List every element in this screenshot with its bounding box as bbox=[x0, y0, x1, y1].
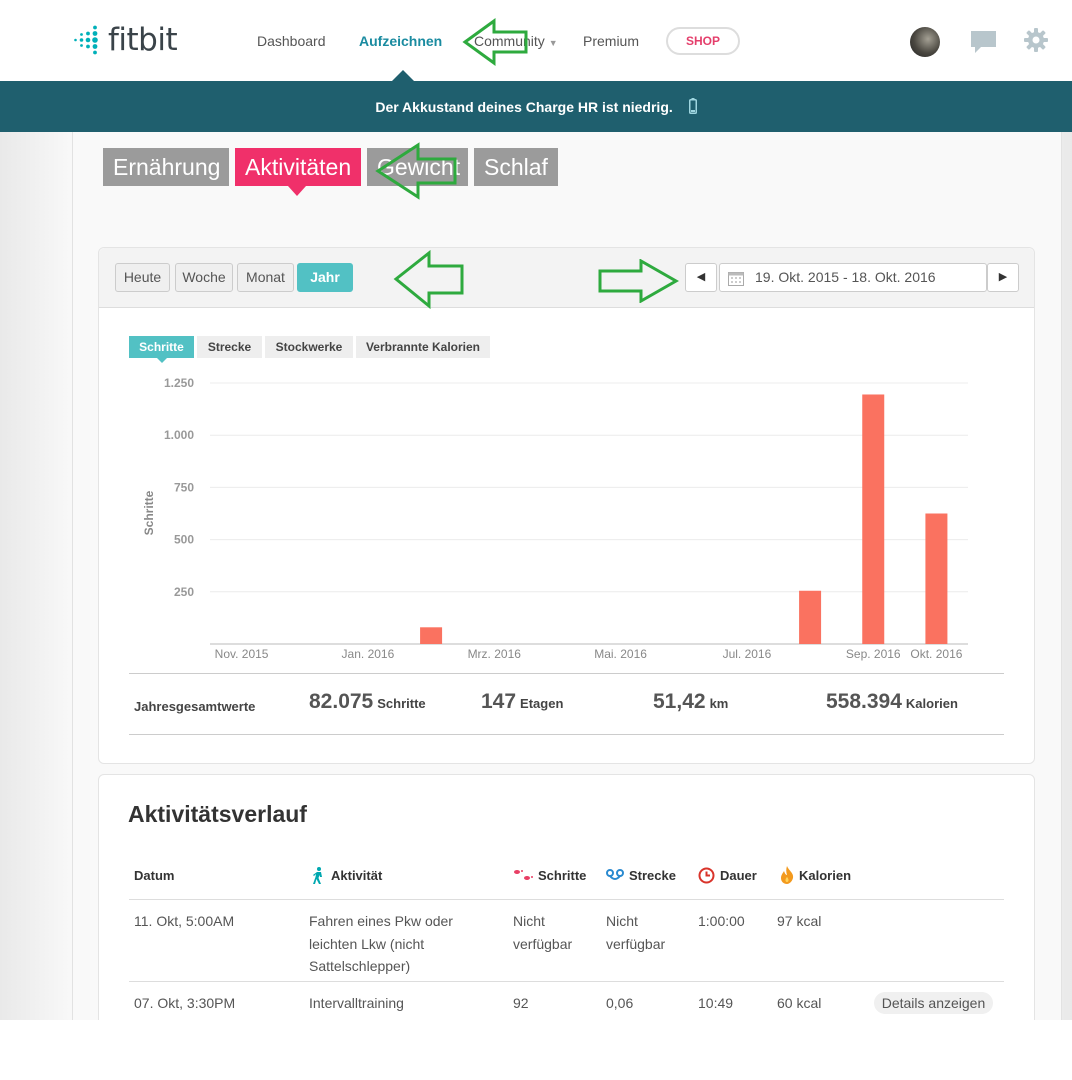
total-calories-unit: Kalorien bbox=[905, 696, 958, 711]
row-2-activity[interactable]: Intervalltraining bbox=[309, 995, 404, 1011]
messages-icon[interactable] bbox=[970, 30, 997, 54]
footprints-icon bbox=[514, 870, 533, 881]
row-2-calories: 60 kcal bbox=[777, 995, 822, 1011]
row-1-calories: 97 kcal bbox=[777, 913, 822, 929]
chart-card-header: Heute Woche Monat Jahr ◀ 19. Okt. 2015 -… bbox=[99, 248, 1034, 308]
nav-aufzeichnen[interactable]: Aufzeichnen bbox=[359, 33, 443, 49]
nav-dashboard[interactable]: Dashboard bbox=[257, 33, 326, 49]
range-monat-button[interactable]: Monat bbox=[237, 263, 294, 292]
total-distance-value: 51,42 bbox=[653, 690, 706, 713]
metric-schritte-tab[interactable]: Schritte bbox=[129, 336, 194, 358]
fitbit-logo[interactable]: fitbit bbox=[72, 22, 178, 58]
banner-text: Der Akkustand deines Charge HR ist niedr… bbox=[375, 99, 673, 115]
row-1-distance: Nicht verfügbar bbox=[606, 913, 666, 952]
column-datum-label: Datum bbox=[134, 868, 175, 883]
tab-schlaf[interactable]: Schlaf bbox=[474, 148, 558, 186]
column-schritte[interactable]: Schritte bbox=[513, 868, 586, 883]
totals-label: Jahresgesamtwerte bbox=[134, 699, 256, 714]
date-range-text: 19. Okt. 2015 - 18. Okt. 2016 bbox=[755, 269, 936, 285]
next-period-button[interactable]: ▶ bbox=[987, 263, 1019, 292]
total-steps-unit: Schritte bbox=[377, 696, 426, 711]
chevron-right-icon: ▶ bbox=[998, 271, 1008, 283]
metric-strecke-tab[interactable]: Strecke bbox=[197, 336, 262, 358]
annotation-arrow-left-icon bbox=[393, 250, 464, 310]
top-navigation: fitbit Dashboard Aufzeichnen Community ▼ … bbox=[0, 0, 1072, 82]
gear-icon[interactable] bbox=[1024, 28, 1048, 52]
total-steps: 82.075 Schritte bbox=[309, 690, 426, 714]
total-distance-unit: km bbox=[709, 696, 729, 711]
nav-premium[interactable]: Premium bbox=[583, 33, 640, 49]
row-1-duration: 1:00:00 bbox=[698, 913, 745, 929]
range-heute-button[interactable]: Heute bbox=[115, 263, 170, 292]
column-dauer-label: Dauer bbox=[720, 868, 757, 883]
date-range-picker[interactable]: 19. Okt. 2015 - 18. Okt. 2016 bbox=[719, 263, 987, 292]
total-floors: 147 Etagen bbox=[481, 690, 563, 714]
row-2-duration: 10:49 bbox=[698, 995, 734, 1011]
chevron-left-icon: ◀ bbox=[696, 271, 706, 283]
table-divider bbox=[129, 899, 1004, 900]
column-strecke[interactable]: Strecke bbox=[606, 868, 676, 883]
metric-stockwerke-tab[interactable]: Stockwerke bbox=[265, 336, 353, 358]
range-jahr-button[interactable]: Jahr bbox=[297, 263, 353, 292]
column-aktivitaet-label: Aktivität bbox=[331, 868, 383, 883]
metric-kalorien-tab[interactable]: Verbrannte Kalorien bbox=[356, 336, 490, 358]
row-2-distance: 0,06 bbox=[606, 995, 634, 1011]
calendar-icon bbox=[728, 272, 744, 286]
tab-aktivitaeten[interactable]: Aktivitäten bbox=[235, 148, 361, 186]
row-2-date: 07. Okt, 3:30PM bbox=[134, 995, 236, 1011]
chevron-down-icon: ▼ bbox=[548, 38, 558, 48]
clock-icon bbox=[698, 867, 715, 884]
flame-icon bbox=[781, 866, 794, 885]
history-title: Aktivitätsverlauf bbox=[128, 801, 307, 827]
annotation-arrow-left-icon bbox=[462, 18, 528, 66]
column-kalorien[interactable]: Kalorien bbox=[780, 866, 852, 885]
column-kalorien-label: Kalorien bbox=[799, 868, 852, 883]
metric-active-pointer bbox=[157, 358, 167, 363]
activity-chart-card: Heute Woche Monat Jahr ◀ 19. Okt. 2015 -… bbox=[98, 247, 1035, 764]
fitbit-wordmark: fitbit bbox=[108, 22, 178, 58]
total-calories: 558.394 Kalorien bbox=[826, 690, 958, 714]
column-schritte-label: Schritte bbox=[538, 868, 587, 883]
walking-person-icon bbox=[313, 866, 322, 884]
route-icon bbox=[606, 868, 624, 880]
nav-active-pointer bbox=[392, 70, 414, 81]
column-dauer[interactable]: Dauer bbox=[698, 867, 757, 884]
yearly-totals: Jahresgesamtwerte 82.075 Schritte 147 Etag… bbox=[129, 673, 1004, 735]
fitbit-dots-icon bbox=[74, 25, 98, 55]
tab-active-pointer bbox=[288, 186, 306, 196]
shop-button[interactable]: SHOP bbox=[666, 27, 740, 55]
column-aktivitaet[interactable]: Aktivität bbox=[311, 866, 383, 884]
tab-ernaehrung[interactable]: Ernährung bbox=[103, 148, 229, 186]
range-woche-button[interactable]: Woche bbox=[175, 263, 233, 292]
column-strecke-label: Strecke bbox=[629, 868, 676, 883]
annotation-arrow-left-icon bbox=[375, 142, 457, 200]
avatar[interactable] bbox=[910, 27, 940, 57]
total-distance: 51,42 km bbox=[653, 690, 728, 714]
total-floors-value: 147 bbox=[481, 690, 517, 713]
table-divider bbox=[129, 981, 1004, 982]
details-button[interactable]: Details anzeigen bbox=[874, 992, 993, 1014]
total-floors-unit: Etagen bbox=[520, 696, 564, 711]
viewport: fitbit Dashboard Aufzeichnen Community ▼ … bbox=[0, 0, 1072, 1020]
annotation-arrow-right-icon bbox=[598, 259, 679, 303]
previous-period-button[interactable]: ◀ bbox=[685, 263, 717, 292]
total-calories-value: 558.394 bbox=[826, 690, 902, 713]
battery-low-icon bbox=[688, 98, 697, 115]
row-1-steps: Nicht verfügbar bbox=[513, 913, 573, 952]
row-1-date: 11. Okt, 5:00AM bbox=[134, 913, 235, 929]
total-steps-value: 82.075 bbox=[309, 690, 374, 713]
row-2-steps: 92 bbox=[513, 995, 529, 1011]
column-datum[interactable]: Datum bbox=[134, 868, 174, 883]
low-battery-banner: Der Akkustand deines Charge HR ist niedr… bbox=[0, 81, 1072, 132]
activity-history-card bbox=[98, 774, 1035, 1020]
row-1-activity[interactable]: Fahren eines Pkw oder leichten Lkw (nich… bbox=[309, 913, 453, 974]
